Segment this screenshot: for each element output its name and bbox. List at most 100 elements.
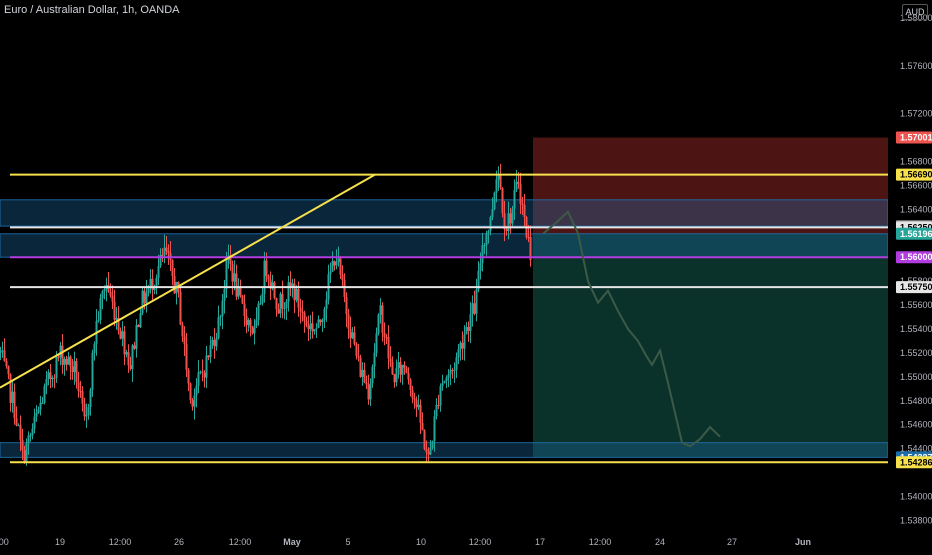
candle-body <box>423 430 426 449</box>
candle-body <box>481 245 484 264</box>
candle-body <box>359 357 362 377</box>
time-axis-tick-label: 27 <box>727 537 737 547</box>
candle-body <box>517 181 520 184</box>
candle-body <box>201 371 204 373</box>
candle-body <box>283 307 286 309</box>
candle-body <box>387 337 390 359</box>
candle-body <box>57 356 60 358</box>
candle-body <box>363 369 366 383</box>
candle-body <box>501 187 504 214</box>
candle-body <box>25 443 28 462</box>
candle-body <box>147 287 150 293</box>
candle-body <box>367 384 370 400</box>
candle-body <box>399 362 402 375</box>
candle-body <box>479 263 482 271</box>
candle-body <box>377 314 380 334</box>
candle-body <box>307 325 310 330</box>
candle-body <box>301 311 304 313</box>
candle-body <box>253 325 256 334</box>
candle-body <box>449 369 452 375</box>
candle-body <box>1 350 4 352</box>
support-resistance-zone-1 <box>0 199 889 227</box>
candle-body <box>41 402 44 404</box>
candle-body <box>165 247 168 251</box>
candle-body <box>425 448 428 453</box>
candle-body <box>195 385 198 396</box>
candle-body <box>121 331 124 339</box>
candle-body <box>431 441 434 448</box>
candle-body <box>471 303 474 315</box>
candle-body <box>13 391 16 419</box>
candle-body <box>409 379 412 390</box>
price-axis-tick-label: 1.55400 <box>900 324 932 334</box>
candle-body <box>243 303 246 317</box>
price-axis-tick-label: 1.57200 <box>900 109 932 119</box>
candle-body <box>509 213 512 224</box>
candle-body <box>397 362 400 369</box>
candle-body <box>487 231 490 234</box>
candle-body <box>269 279 272 289</box>
price-label-text: 1.56690 <box>900 170 932 180</box>
candle-body <box>31 428 34 436</box>
candle-body <box>223 288 226 301</box>
candle-body <box>55 356 58 379</box>
candle-body <box>361 369 364 377</box>
candle-body <box>183 336 186 344</box>
price-label-badge <box>896 281 932 294</box>
candle-body <box>337 258 340 262</box>
candle-body <box>389 358 392 363</box>
price-axis-tick-label: 1.55000 <box>900 372 932 382</box>
candle-body <box>281 293 284 309</box>
candle-body <box>457 349 460 358</box>
candle-body <box>229 255 232 265</box>
price-axis-tick-label: 1.56800 <box>900 157 932 167</box>
time-axis-tick-label: 12:00 <box>229 537 252 547</box>
price-projection-path <box>542 210 721 448</box>
take-profit-zone <box>533 233 888 458</box>
candle-body <box>11 391 14 403</box>
candle-body <box>115 318 118 320</box>
candle-body <box>247 319 250 326</box>
time-axis-tick-label: 5 <box>345 537 350 547</box>
price-axis-tick-label: 1.57600 <box>900 61 932 71</box>
candle-body <box>187 369 190 384</box>
candle-body <box>291 283 294 288</box>
candle-body <box>45 378 48 387</box>
candle-body <box>499 174 502 188</box>
candle-body <box>383 332 386 338</box>
price-label-text: 1.56196 <box>900 229 932 239</box>
candle-body <box>19 425 22 440</box>
candle-body <box>455 357 458 370</box>
candle-body <box>435 404 438 417</box>
candle-body <box>203 372 206 378</box>
candle-body <box>305 320 308 326</box>
price-label-badge <box>896 131 932 144</box>
candle-body <box>193 395 196 407</box>
candle-body <box>127 352 130 366</box>
candle-body <box>99 298 102 321</box>
candle-body <box>145 292 148 304</box>
price-axis-tick-label: 1.55200 <box>900 348 932 358</box>
candle-body <box>343 280 346 298</box>
candle-body <box>311 323 314 332</box>
candle-body <box>59 345 62 358</box>
candle-body <box>89 389 92 408</box>
candle-body <box>329 271 332 275</box>
candle-body <box>161 254 164 256</box>
candle-body <box>303 312 306 321</box>
candle-body <box>527 237 530 239</box>
candle-body <box>345 297 348 315</box>
time-axis-tick-label: 10 <box>416 537 426 547</box>
currency-badge[interactable]: AUD <box>902 4 928 20</box>
candle-body <box>149 278 152 288</box>
candle-body <box>485 233 488 246</box>
candle-body <box>453 369 456 371</box>
candle-body <box>133 345 136 349</box>
candle-body <box>181 324 184 337</box>
candle-body <box>93 343 96 353</box>
time-axis-tick-label: 12:00 <box>109 537 132 547</box>
candle-body <box>51 377 54 380</box>
candle-body <box>65 358 68 365</box>
